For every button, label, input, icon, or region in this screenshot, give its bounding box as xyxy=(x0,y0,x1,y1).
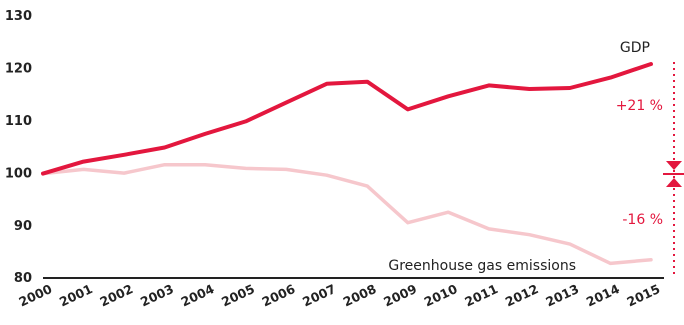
y-tick-label: 80 xyxy=(14,271,32,286)
x-axis-ticks: 2000 2001 2002 2003 2004 2005 2006 2007 2008 2009… xyxy=(16,281,662,309)
x-tick-label: 2004 xyxy=(179,281,217,309)
y-tick-label: 100 xyxy=(5,167,32,182)
y-tick-label: 120 xyxy=(5,62,32,77)
x-tick-label: 2001 xyxy=(57,281,95,309)
x-tick-label: 2013 xyxy=(543,281,581,309)
x-tick-label: 2005 xyxy=(219,281,257,309)
y-tick-label: 110 xyxy=(5,114,32,129)
y-axis-ticks: 80 90 100 110 120 130 xyxy=(5,9,32,286)
x-tick-label: 2009 xyxy=(381,281,419,309)
gdp-change-annotation: +21 % xyxy=(616,98,663,114)
series-label-gdp: GDP xyxy=(620,40,650,56)
x-tick-label: 2002 xyxy=(97,281,135,309)
x-tick-label: 2010 xyxy=(422,281,460,309)
series-line-greenhouse-gas-emissions xyxy=(41,162,653,266)
arrow-up-icon xyxy=(666,178,682,187)
emissions-change-annotation: -16 % xyxy=(622,212,663,228)
series-line-gdp xyxy=(41,62,653,176)
arrow-down-icon xyxy=(666,161,682,170)
series-label-greenhouse-gas-emissions: Greenhouse gas emissions xyxy=(388,258,576,274)
y-tick-label: 130 xyxy=(5,9,32,24)
x-tick-label: 2003 xyxy=(138,281,176,309)
x-tick-label: 2014 xyxy=(584,281,622,309)
x-tick-label: 2015 xyxy=(624,281,662,309)
x-tick-label: 2011 xyxy=(462,281,500,309)
x-tick-label: 2008 xyxy=(341,281,379,309)
y-tick-label: 90 xyxy=(14,219,32,234)
x-tick-label: 2006 xyxy=(260,281,298,309)
x-tick-label: 2012 xyxy=(503,281,541,309)
x-tick-label: 2007 xyxy=(300,281,338,309)
